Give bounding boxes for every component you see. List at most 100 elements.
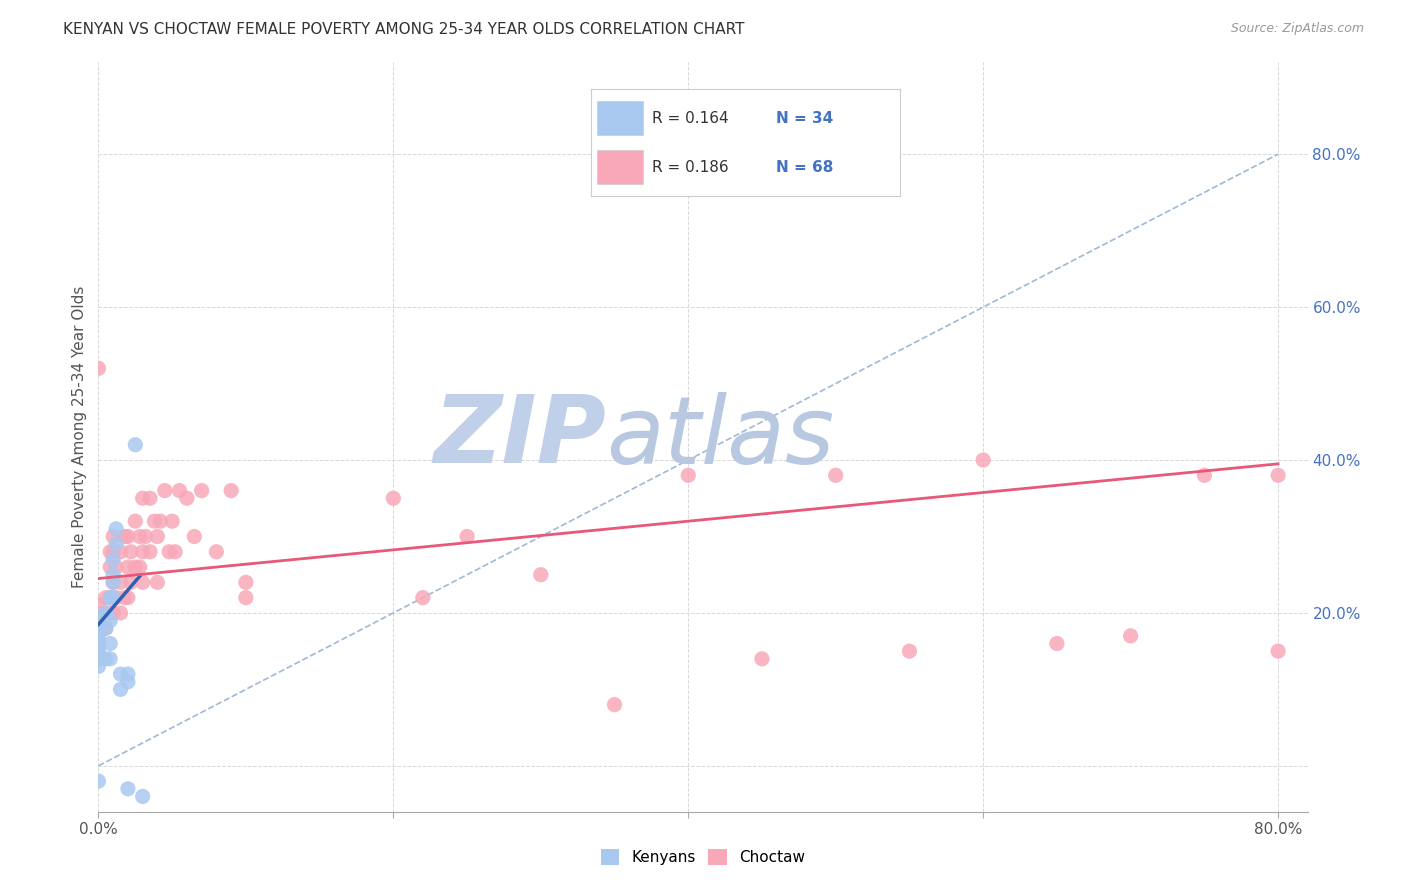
Point [1267, 644, 1289, 658]
Text: N = 34: N = 34 [776, 111, 834, 126]
Point [114, 529, 136, 543]
Point [98, 591, 121, 605]
Point [169, 483, 191, 498]
Point [160, 514, 183, 528]
Point [98, 560, 121, 574]
Point [146, 575, 169, 590]
Point [1267, 468, 1289, 483]
Point [117, 781, 139, 796]
Point [101, 575, 124, 590]
Point [87, 659, 110, 673]
Point [87, 632, 110, 647]
Point [101, 606, 124, 620]
Point [124, 560, 146, 574]
Point [135, 529, 157, 543]
Point [101, 545, 124, 559]
Point [456, 529, 478, 543]
Point [94, 606, 117, 620]
Point [98, 614, 121, 628]
Point [530, 567, 553, 582]
Point [101, 591, 124, 605]
Point [105, 591, 128, 605]
Text: N = 68: N = 68 [776, 160, 834, 175]
Point [117, 674, 139, 689]
Point [94, 652, 117, 666]
Point [898, 644, 921, 658]
Point [101, 529, 124, 543]
Point [94, 621, 117, 635]
Point [87, 636, 110, 650]
Point [117, 529, 139, 543]
Point [146, 529, 169, 543]
Point [1046, 636, 1069, 650]
Point [87, 640, 110, 655]
Point [98, 545, 121, 559]
Point [120, 545, 142, 559]
Point [105, 537, 128, 551]
Point [183, 529, 205, 543]
Point [94, 591, 117, 605]
Point [98, 606, 121, 620]
Point [603, 698, 626, 712]
Point [751, 652, 773, 666]
Point [87, 361, 110, 376]
Point [824, 468, 846, 483]
Point [87, 609, 110, 624]
Point [124, 514, 146, 528]
Point [157, 545, 180, 559]
Text: atlas: atlas [606, 392, 835, 483]
Point [110, 545, 132, 559]
Point [87, 606, 110, 620]
Point [412, 591, 434, 605]
Point [87, 614, 110, 628]
Point [87, 774, 110, 789]
Point [87, 625, 110, 640]
Point [131, 491, 153, 506]
Point [98, 652, 121, 666]
Point [87, 636, 110, 650]
Point [139, 491, 162, 506]
Point [205, 545, 228, 559]
Point [972, 453, 994, 467]
Point [117, 591, 139, 605]
Point [87, 617, 110, 632]
Point [98, 591, 121, 605]
Point [110, 682, 132, 697]
Point [94, 606, 117, 620]
Point [131, 575, 153, 590]
Point [105, 560, 128, 574]
Text: R = 0.186: R = 0.186 [652, 160, 728, 175]
Point [235, 575, 257, 590]
Point [124, 438, 146, 452]
Point [120, 575, 142, 590]
Point [114, 591, 136, 605]
Point [176, 491, 198, 506]
Point [87, 652, 110, 666]
Point [131, 789, 153, 804]
Point [190, 483, 212, 498]
Text: KENYAN VS CHOCTAW FEMALE POVERTY AMONG 25-34 YEAR OLDS CORRELATION CHART: KENYAN VS CHOCTAW FEMALE POVERTY AMONG 2… [63, 22, 745, 37]
Point [1119, 629, 1142, 643]
Text: Source: ZipAtlas.com: Source: ZipAtlas.com [1230, 22, 1364, 36]
Point [235, 591, 257, 605]
Point [101, 575, 124, 590]
Point [101, 552, 124, 566]
Point [101, 567, 124, 582]
Point [110, 575, 132, 590]
Point [165, 545, 187, 559]
Point [219, 483, 242, 498]
Point [149, 514, 172, 528]
Legend: Kenyans, Choctaw: Kenyans, Choctaw [595, 843, 811, 871]
Point [98, 636, 121, 650]
Point [87, 614, 110, 628]
Text: R = 0.164: R = 0.164 [652, 111, 728, 126]
Point [128, 529, 150, 543]
Point [143, 514, 166, 528]
Point [110, 667, 132, 681]
Text: ZIP: ZIP [433, 391, 606, 483]
Point [153, 483, 176, 498]
Y-axis label: Female Poverty Among 25-34 Year Olds: Female Poverty Among 25-34 Year Olds [72, 286, 87, 588]
Point [117, 560, 139, 574]
Point [678, 468, 700, 483]
Point [139, 545, 162, 559]
